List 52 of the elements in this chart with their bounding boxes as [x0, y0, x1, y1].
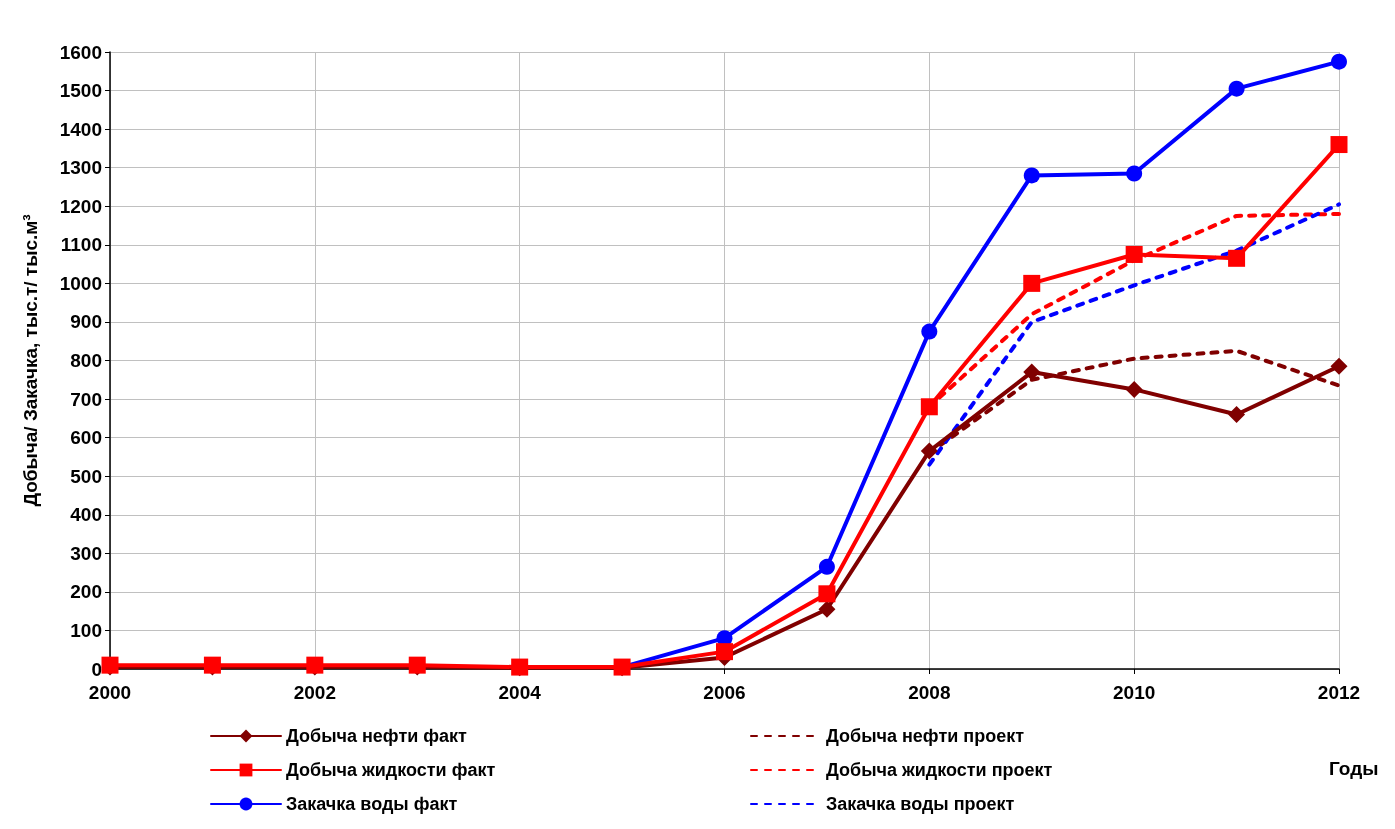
legend-label: Добыча жидкости проект	[826, 760, 1053, 780]
point	[1126, 165, 1143, 182]
y-tick-label: 0	[91, 658, 102, 680]
y-tick-label: 500	[70, 465, 102, 487]
point	[920, 398, 938, 416]
point	[1330, 357, 1348, 375]
line-series	[927, 202, 1341, 467]
point	[921, 323, 938, 340]
legend-label: Добыча жидкости факт	[286, 760, 496, 780]
y-tick-label: 400	[70, 504, 102, 526]
point	[1125, 245, 1143, 263]
x-tick-label: 2004	[498, 682, 542, 703]
point	[818, 558, 835, 575]
point	[818, 585, 836, 603]
y-tick-label: 300	[70, 542, 102, 564]
x-axis-title: Годы	[1329, 758, 1379, 779]
x-tick-label: 2008	[908, 682, 951, 703]
point	[1023, 363, 1041, 381]
point	[1330, 136, 1348, 154]
y-axis-title: Добыча/ Закачка, тыс.т/ тыс.м³	[20, 214, 41, 507]
y-tick-label: 100	[70, 619, 102, 641]
point	[1228, 405, 1246, 423]
x-tick-label: 2010	[1113, 682, 1156, 703]
legend-label: Добыча нефти проект	[826, 726, 1025, 746]
y-tick-label: 1200	[59, 195, 102, 217]
x-tick-label: 2000	[88, 682, 132, 703]
y-tick-label: 1300	[59, 157, 102, 179]
y-tick-label: 600	[70, 427, 102, 449]
y-tick-label: 900	[70, 311, 102, 333]
legend-label: Закачка воды проект	[826, 794, 1015, 814]
y-tick-label: 700	[70, 388, 102, 410]
point	[1125, 380, 1143, 398]
x-tick-label: 2006	[703, 682, 746, 703]
point	[1023, 274, 1041, 292]
x-tick-label: 2012	[1317, 682, 1361, 703]
y-tick-label: 200	[70, 581, 102, 603]
y-tick-label: 1000	[59, 272, 102, 294]
legend-label: Добыча нефти факт	[286, 726, 468, 746]
point	[818, 600, 836, 618]
point	[1023, 167, 1040, 184]
y-tick-label: 800	[70, 350, 102, 371]
point	[920, 442, 938, 460]
point	[716, 643, 733, 661]
y-tick-label: 1600	[59, 41, 102, 63]
legend-label: Закачка воды факт	[286, 794, 458, 814]
point	[1228, 80, 1245, 97]
y-tick-label: 1500	[59, 80, 102, 102]
point	[1331, 53, 1347, 70]
point	[1228, 249, 1246, 267]
y-tick-label: 1100	[60, 234, 102, 256]
x-tick-label: 2002	[293, 682, 336, 703]
y-tick-label: 1400	[59, 118, 102, 140]
